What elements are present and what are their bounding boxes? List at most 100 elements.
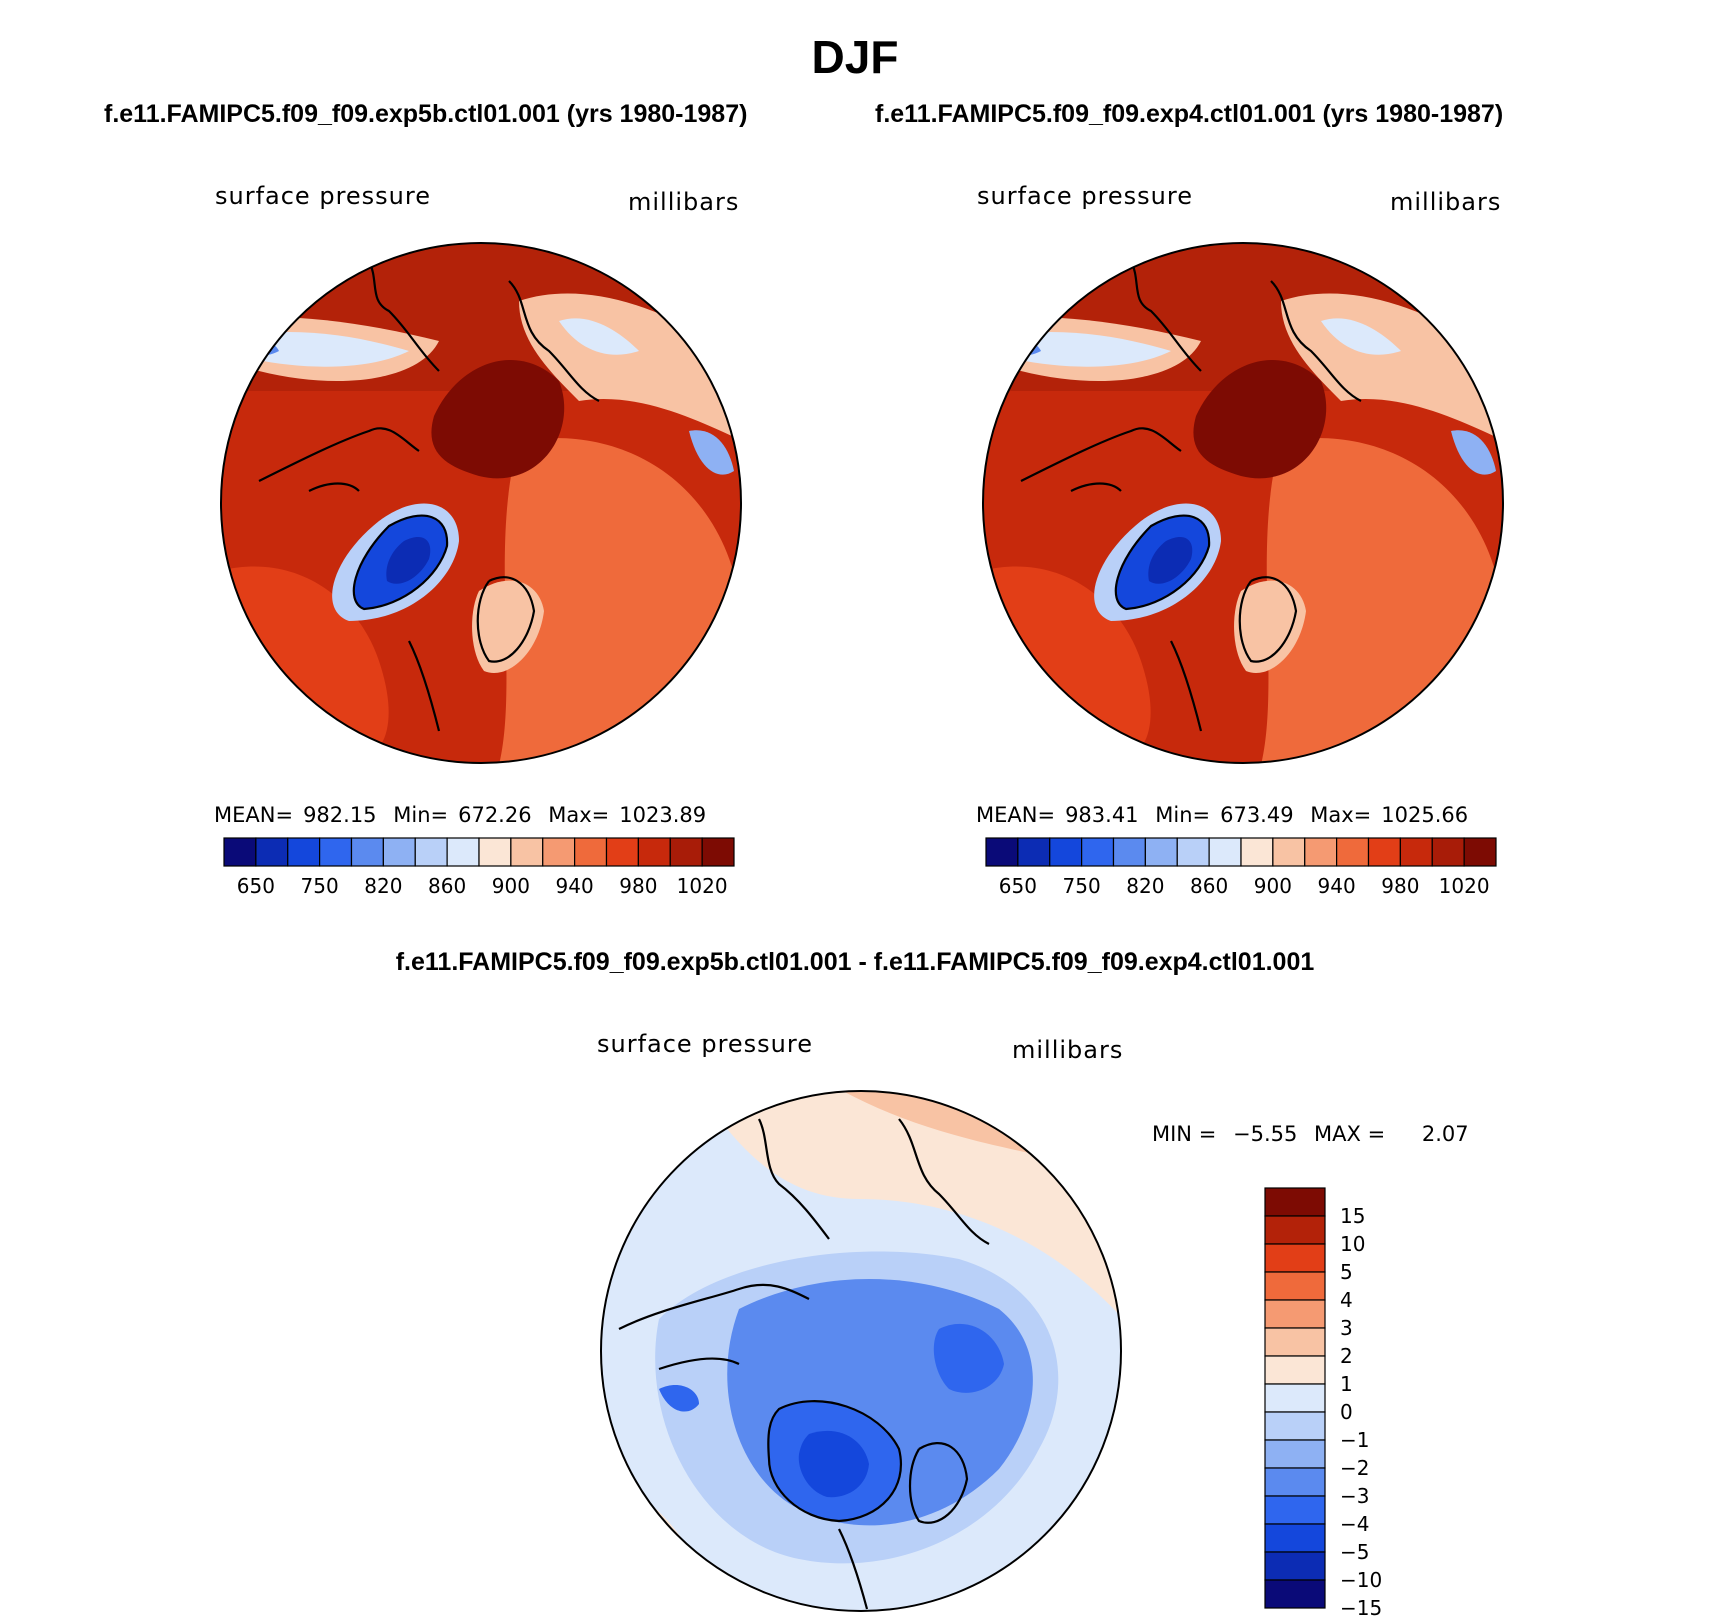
colorbar-swatch [1264,1467,1326,1497]
panel2-stats: MEAN= 983.41 Min= 673.49 Max= 1025.66 [976,803,1478,827]
colorbar-tick-label: 650 [236,874,275,898]
colorbar-swatch [1264,1579,1326,1609]
colorbar-swatch [478,837,512,867]
map-border [982,242,1504,764]
diff-colorbar [1264,1187,1326,1609]
colorbar-tick-label: −1 [1340,1428,1370,1452]
field-region [1451,430,1496,475]
map-field [601,1091,1121,1611]
colorbar-tick-label: 860 [428,874,467,898]
panel2-variable: surface pressure [977,182,1193,210]
field-region [472,580,544,673]
colorbar-tick-label: 820 [364,874,403,898]
colorbar-swatch [1264,1383,1326,1413]
diff-polar-map [600,1090,1122,1612]
colorbar-swatch [510,837,544,867]
colorbar-swatch [287,837,321,867]
colorbar-tick-label: 980 [1381,874,1420,898]
colorbar-tick-label: −2 [1340,1456,1370,1480]
colorbar-tick-label: −3 [1340,1484,1370,1508]
europe-coast [1170,640,1203,732]
canada-coast [1020,427,1182,492]
colorbar-swatch [1399,837,1433,867]
panel2-mean-label: MEAN= [976,803,1056,827]
colorbar-tick-label: 750 [300,874,339,898]
field-region [239,331,409,367]
alaska-coast [758,1118,830,1240]
panel2-min-label: Min= [1155,803,1211,827]
colorbar-swatch [637,837,671,867]
colorbar-swatch [1367,837,1401,867]
colorbar-swatch [1264,1551,1326,1581]
panel1-mean-label: MEAN= [214,803,294,827]
colorbar-swatch [1264,1523,1326,1553]
colorbar-swatch [1208,837,1242,867]
siberia-coast [1270,280,1362,402]
colorbar-tick-label: 860 [1190,874,1229,898]
panel1-min-label: Min= [393,803,449,827]
colorbar-swatch [1304,837,1338,867]
diff-min-label: MIN = [1152,1122,1217,1146]
negative-core [933,1323,1004,1393]
panel1-max: 1023.89 [619,803,707,827]
colorbar-swatch [1017,837,1051,867]
panel2-max: 1025.66 [1381,803,1469,827]
canada-coast [618,1283,810,1371]
colorbar-tick-label: 10 [1340,1232,1366,1256]
scandinavia-coast [909,1442,969,1524]
field-region [559,318,639,355]
colorbar-swatch [1463,837,1497,867]
scandinavia-coast [476,576,536,663]
colorbar-swatch [255,837,289,867]
panel2-units: millibars [1390,188,1502,216]
scandinavia-coast [1238,576,1298,663]
canada-coast [258,427,420,492]
map-border [220,242,742,764]
colorbar-tick-label: 5 [1340,1260,1353,1284]
colorbar-tick-label: 940 [555,874,594,898]
coastlines [258,260,600,732]
low-pressure-core [386,537,431,584]
diff-title: f.e11.FAMIPC5.f09_f09.exp5b.ctl01.001 - … [395,948,1315,976]
low-pressure-core [1148,537,1193,584]
greenland-coast [1114,514,1211,611]
colorbar-tick-label: 1020 [676,874,728,898]
colorbar-swatch [605,837,639,867]
coastlines [618,1118,990,1610]
colorbar-tick-label: 2 [1340,1344,1353,1368]
colorbar-tick-label: 980 [619,874,658,898]
panel2-colorbar [985,837,1497,867]
colorbar-swatch [446,837,480,867]
colorbar-swatch [1264,1327,1326,1357]
colorbar-swatch [1049,837,1083,867]
colorbar-swatch [1272,837,1306,867]
colorbar-tick-label: 900 [491,874,530,898]
colorbar-swatch [1264,1299,1326,1329]
colorbar-swatch [1264,1439,1326,1469]
colorbar-tick-label: 900 [1253,874,1292,898]
figure-title: DJF [811,31,899,83]
colorbar-tick-label: 940 [1317,874,1356,898]
colorbar-swatch [1112,837,1146,867]
colorbar-swatch [542,837,576,867]
colorbar-swatch [1240,837,1274,867]
colorbar-swatch [1264,1355,1326,1385]
panel1-stats: MEAN= 982.15 Min= 672.26 Max= 1023.89 [214,803,716,827]
colorbar-tick-label: 820 [1126,874,1165,898]
colorbar-tick-label: 1 [1340,1372,1353,1396]
colorbar-swatch [669,837,703,867]
colorbar-swatch [414,837,448,867]
colorbar-tick-label: −15 [1340,1596,1383,1620]
high-pressure-core [431,359,565,479]
panel2-polar-map [982,242,1504,764]
diff-stats: MIN = −5.55 MAX = 2.07 [1152,1122,1479,1146]
siberia-coast [508,280,600,402]
colorbar-tick-label: −4 [1340,1512,1370,1536]
siberia-coast [898,1118,990,1245]
colorbar-swatch [223,837,257,867]
coastlines [1020,260,1362,732]
panel1-max-label: Max= [548,803,610,827]
diff-max-label: MAX = [1314,1122,1386,1146]
map-field [983,243,1503,763]
colorbar-swatch [701,837,735,867]
